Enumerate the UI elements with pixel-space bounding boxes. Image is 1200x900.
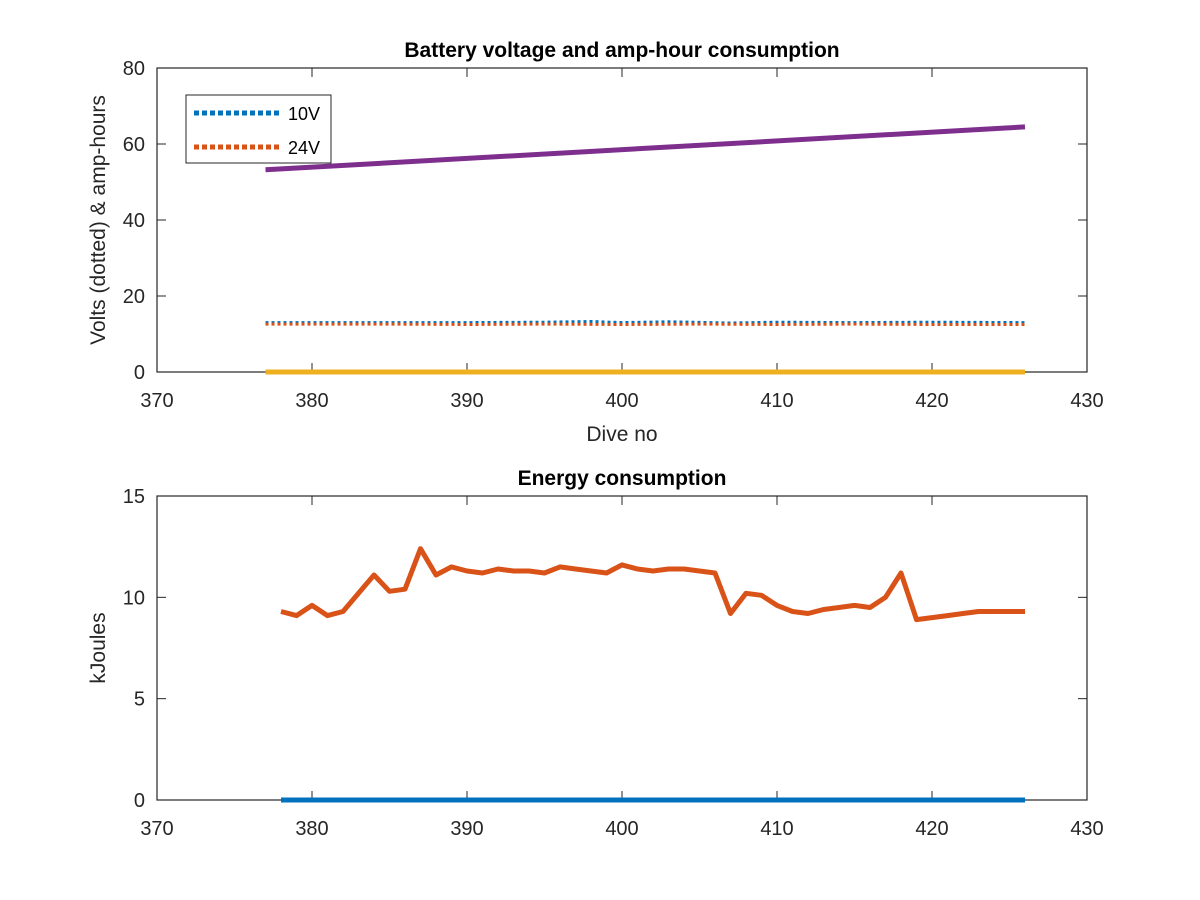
top-plot-x-tick-label: 380 [295,390,328,412]
bottom-plot-series-group [280,546,1025,803]
top-plot-title: Battery voltage and amp-hour consumption [404,39,839,62]
top-plot-series-group [265,124,1026,375]
top-plot-ticks: 370 380 390 400 410 420 430 0 20 40 60 80 [123,58,1104,412]
bottom-plot-x-tick-label: 390 [450,818,483,840]
bottom-plot-axes-box [156,495,1088,801]
bottom-plot-y-tick-label: 10 [123,587,145,609]
bottom-plot: Energy consumption kJoules 370 380 390 400 4… [87,467,1104,840]
top-plot-x-tick-label: 400 [605,390,638,412]
top-plot-series-10v-line [265,320,1026,325]
top-plot-x-tick-label: 370 [140,390,173,412]
bottom-plot-x-tick-label: 400 [605,818,638,840]
bottom-plot-y-tick-label: 5 [134,689,145,711]
bottom-plot-x-tick-label: 410 [760,818,793,840]
top-plot-x-tick-label: 430 [1070,390,1103,412]
legend-box [185,94,332,164]
legend-10v-label: 10V [288,104,320,124]
top-plot-y-tick-label: 60 [123,134,145,156]
bottom-plot-title: Energy consumption [518,467,727,490]
top-plot: Battery voltage and amp-hour consumption… [87,39,1104,446]
top-plot-x-axis-label: Dive no [586,423,657,446]
bottom-plot-y-tick-label: 0 [134,790,145,812]
bottom-plot-x-tick-label: 430 [1070,818,1103,840]
top-plot-y-tick-label: 80 [123,58,145,80]
legend-24v-label: 24V [288,138,320,158]
bottom-plot-x-tick-label: 420 [915,818,948,840]
top-plot-y-tick-label: 40 [123,210,145,232]
bottom-plot-x-tick-label: 370 [140,818,173,840]
top-plot-y-tick-label: 20 [123,286,145,308]
bottom-plot-ticks: 370 380 390 400 410 420 430 0 5 10 15 [123,486,1104,840]
bottom-plot-y-axis-label: kJoules [87,612,110,683]
top-plot-x-tick-label: 390 [450,390,483,412]
top-plot-y-axis-label: Volts (dotted) & amp-hours [87,95,110,345]
top-plot-x-tick-label: 420 [915,390,948,412]
bottom-plot-series-1-line [280,546,1025,623]
top-plot-y-tick-label: 0 [134,362,145,384]
bottom-plot-y-tick-label: 15 [123,486,145,508]
legend: 10V 24V [185,94,332,164]
top-plot-x-tick-label: 410 [760,390,793,412]
bottom-plot-x-tick-label: 380 [295,818,328,840]
top-plot-series-3-line [265,124,1026,173]
